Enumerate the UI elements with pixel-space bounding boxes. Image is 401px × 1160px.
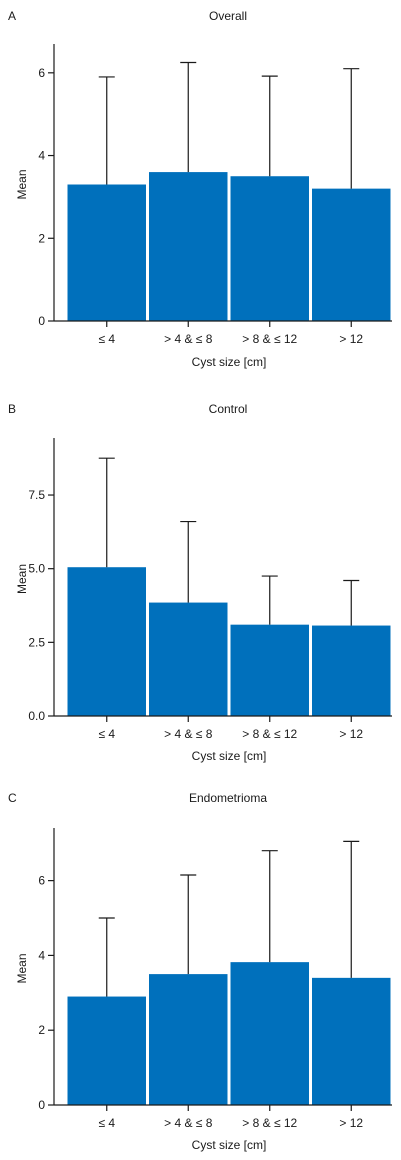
x-tick-label: > 12 <box>339 332 363 346</box>
x-axis-label: Cyst size [cm] <box>192 749 267 763</box>
panel-b: B Control 0.0 2.5 5.0 7.5 ≤ 4 > 4 & ≤ 8 > 8 & ≤ … <box>8 402 392 763</box>
y-axis-label: Mean <box>15 564 29 594</box>
y-axis-label: Mean <box>15 953 29 983</box>
y-axis-label: Mean <box>15 169 29 199</box>
bar-4 <box>312 977 391 1105</box>
y-tick-label: 2 <box>38 1023 45 1037</box>
y-tick-label: 2 <box>38 231 45 245</box>
x-axis-label: Cyst size [cm] <box>192 355 267 369</box>
bar-2 <box>149 974 228 1105</box>
chart-title: Endometrioma <box>189 791 267 805</box>
y-tick-label: 2.5 <box>28 635 45 649</box>
x-tick-label: > 4 & ≤ 8 <box>164 332 213 346</box>
x-tick-label: > 12 <box>339 727 363 741</box>
panel-letter: A <box>8 9 16 23</box>
panel-a: A Overall 0 2 4 6 ≤ 4 > 4 & ≤ 8 > 8 & ≤ 12 > 12 Cy… <box>8 9 392 369</box>
y-tick-label: 6 <box>38 874 45 888</box>
bar-1 <box>67 184 146 321</box>
x-tick-label: ≤ 4 <box>98 727 115 741</box>
x-axis-label: Cyst size [cm] <box>192 1138 267 1152</box>
bar-3 <box>230 624 309 716</box>
bar-2 <box>149 602 228 716</box>
bar-3 <box>230 962 309 1105</box>
chart-title: Overall <box>209 9 247 23</box>
chart-title: Control <box>209 402 248 416</box>
y-tick-label: 0 <box>38 314 45 328</box>
y-tick-label: 4 <box>38 948 45 962</box>
x-tick-label: > 8 & ≤ 12 <box>242 332 297 346</box>
x-tick-label: > 4 & ≤ 8 <box>164 727 213 741</box>
x-tick-label: ≤ 4 <box>98 1116 115 1130</box>
x-tick-label: > 4 & ≤ 8 <box>164 1116 213 1130</box>
bar-1 <box>67 996 146 1105</box>
y-tick-label: 4 <box>38 149 45 163</box>
panel-letter: B <box>8 402 16 416</box>
bar-1 <box>67 567 146 716</box>
x-tick-label: > 12 <box>339 1116 363 1130</box>
y-tick-label: 7.5 <box>28 488 45 502</box>
y-tick-label: 5.0 <box>28 562 45 576</box>
y-tick-label: 0 <box>38 1098 45 1112</box>
x-tick-label: > 8 & ≤ 12 <box>242 727 297 741</box>
y-tick-label: 6 <box>38 66 45 80</box>
bar-4 <box>312 188 391 321</box>
panel-letter: C <box>8 791 17 805</box>
x-tick-label: > 8 & ≤ 12 <box>242 1116 297 1130</box>
panel-c: C Endometrioma 0 2 4 6 ≤ 4 > 4 & ≤ 8 > 8 & ≤ 12 >… <box>8 791 392 1152</box>
bar-4 <box>312 625 391 716</box>
x-tick-label: ≤ 4 <box>98 332 115 346</box>
bar-3 <box>230 176 309 321</box>
y-tick-label: 0.0 <box>28 709 45 723</box>
bar-2 <box>149 172 228 321</box>
